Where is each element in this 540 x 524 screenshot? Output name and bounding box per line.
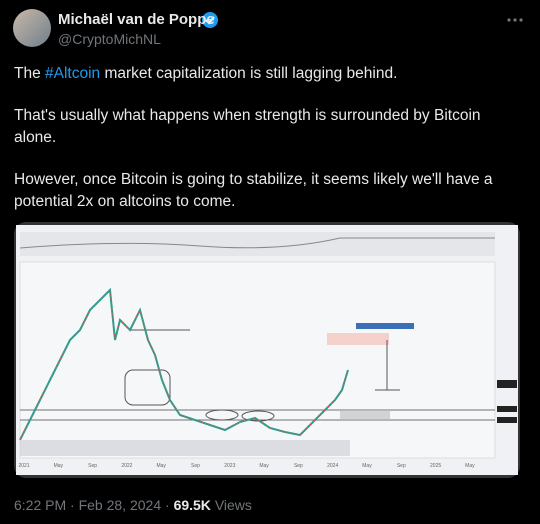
x-axis-label: Sep bbox=[191, 463, 200, 469]
text: The bbox=[14, 65, 46, 82]
tweet-text: The #Altcoin market capitalization is st… bbox=[14, 63, 514, 233]
separator: · bbox=[165, 497, 170, 513]
separator: · bbox=[70, 497, 75, 513]
more-button[interactable] bbox=[507, 18, 523, 22]
x-axis-label: Sep bbox=[397, 463, 406, 469]
x-axis-label: May bbox=[156, 463, 166, 469]
x-axis-label: 2021 bbox=[18, 463, 29, 469]
view-count: 69.5K bbox=[173, 497, 211, 513]
x-axis-label: May bbox=[465, 463, 475, 469]
views-label: Views bbox=[214, 497, 252, 513]
x-axis-label: 2023 bbox=[224, 463, 235, 469]
author-handle[interactable]: @CryptoMichNL bbox=[58, 31, 161, 47]
x-axis-label: 2024 bbox=[327, 463, 338, 469]
x-axis-label: May bbox=[362, 463, 372, 469]
date[interactable]: Feb 28, 2024 bbox=[78, 497, 162, 513]
x-axis-label: 2022 bbox=[121, 463, 132, 469]
text: However, once Bitcoin is going to stabil… bbox=[14, 171, 493, 210]
avatar[interactable] bbox=[13, 9, 51, 47]
time[interactable]: 6:22 PM bbox=[14, 497, 67, 513]
chart-image[interactable]: 2021 May Sep 2022 May Sep 2023 May Sep 2024 May Sep… bbox=[14, 222, 520, 478]
x-axis-label: 2025 bbox=[430, 463, 441, 469]
text: That's usually what happens when strengt… bbox=[14, 107, 481, 146]
tweet-meta: 6:22 PM · Feb 28, 2024 · 69.5K Views bbox=[14, 497, 252, 513]
hashtag[interactable]: #Altcoin bbox=[45, 65, 101, 82]
paragraph: That's usually what happens when strengt… bbox=[14, 105, 514, 149]
x-axis-label: May bbox=[259, 463, 269, 469]
paragraph: The #Altcoin market capitalization is st… bbox=[14, 63, 514, 85]
x-axis-label: Sep bbox=[294, 463, 303, 469]
x-axis-label: May bbox=[54, 463, 64, 469]
paragraph: However, once Bitcoin is going to stabil… bbox=[14, 169, 514, 213]
author-name[interactable]: Michaël van de Poppe bbox=[58, 11, 215, 28]
x-axis-label: Sep bbox=[88, 463, 97, 469]
verified-badge bbox=[202, 12, 218, 28]
text: market capitalization is still lagging b… bbox=[100, 65, 398, 82]
